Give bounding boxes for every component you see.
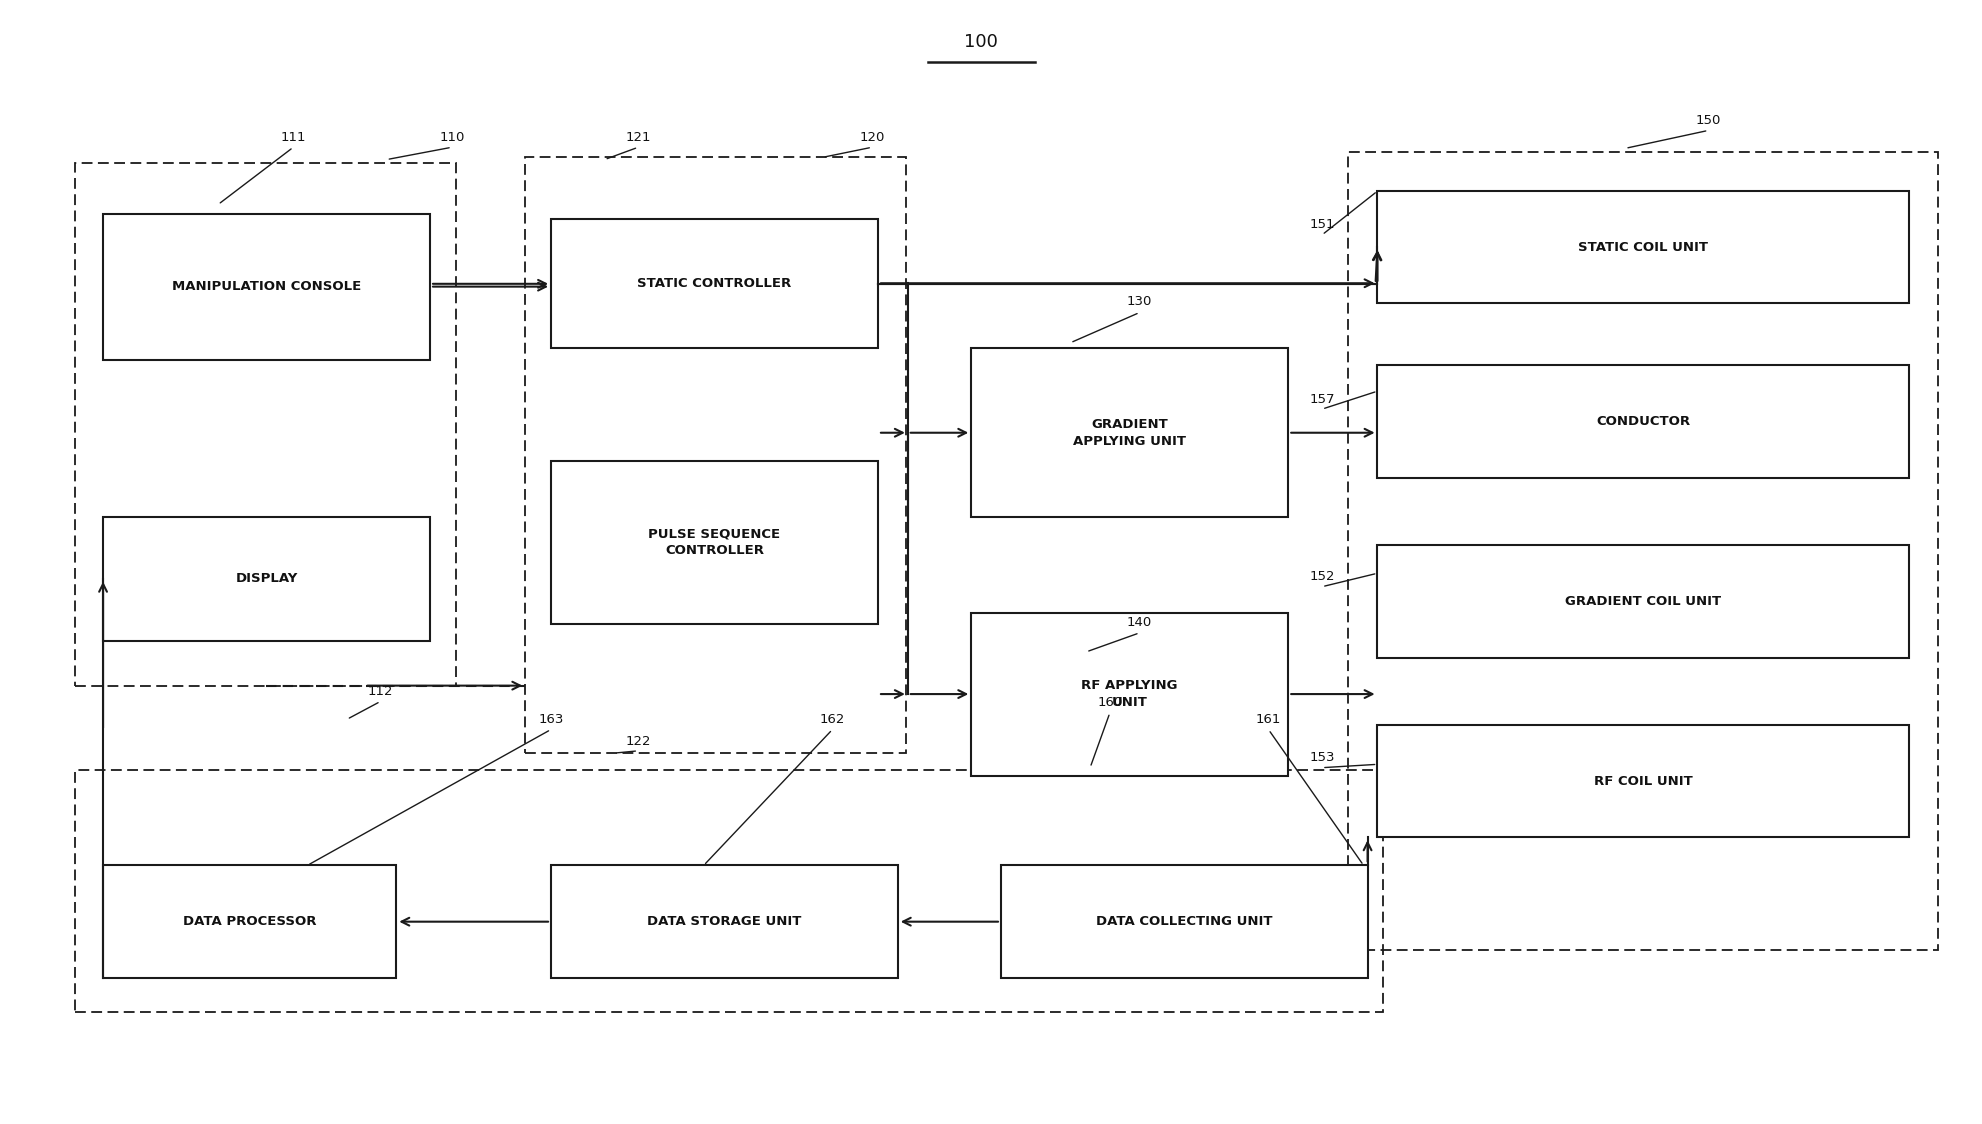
- Bar: [103, 517, 430, 641]
- Text: 111: 111: [281, 130, 305, 144]
- Bar: [1001, 865, 1368, 978]
- Bar: [551, 865, 898, 978]
- Text: RF COIL UNIT: RF COIL UNIT: [1594, 774, 1693, 788]
- Bar: [1348, 152, 1938, 950]
- Text: DATA COLLECTING UNIT: DATA COLLECTING UNIT: [1096, 915, 1272, 928]
- Text: 153: 153: [1310, 751, 1334, 764]
- Text: 130: 130: [1128, 294, 1152, 308]
- Bar: [1377, 545, 1909, 658]
- Bar: [971, 613, 1288, 776]
- Text: CONDUCTOR: CONDUCTOR: [1596, 415, 1691, 428]
- Text: GRADIENT
APPLYING UNIT: GRADIENT APPLYING UNIT: [1072, 418, 1187, 447]
- Text: RF APPLYING
UNIT: RF APPLYING UNIT: [1082, 679, 1177, 709]
- Text: 100: 100: [963, 33, 999, 51]
- Bar: [1377, 725, 1909, 837]
- Text: 160: 160: [1098, 696, 1122, 709]
- Text: MANIPULATION CONSOLE: MANIPULATION CONSOLE: [172, 280, 361, 293]
- Bar: [103, 214, 430, 360]
- Text: 150: 150: [1697, 114, 1720, 127]
- Bar: [103, 865, 396, 978]
- Text: 161: 161: [1257, 713, 1280, 726]
- Text: DISPLAY: DISPLAY: [236, 572, 297, 586]
- Text: 152: 152: [1310, 570, 1334, 583]
- Text: 122: 122: [626, 735, 650, 749]
- Text: DATA PROCESSOR: DATA PROCESSOR: [182, 915, 317, 928]
- Text: 120: 120: [860, 130, 884, 144]
- Text: GRADIENT COIL UNIT: GRADIENT COIL UNIT: [1566, 595, 1720, 608]
- Bar: [75, 163, 456, 686]
- Bar: [1377, 365, 1909, 478]
- Text: 121: 121: [626, 130, 650, 144]
- Text: 163: 163: [539, 713, 563, 726]
- Bar: [1377, 191, 1909, 303]
- Bar: [525, 157, 906, 753]
- Text: 151: 151: [1310, 218, 1334, 232]
- Bar: [551, 219, 878, 348]
- Text: 162: 162: [821, 713, 844, 726]
- Text: 140: 140: [1128, 616, 1152, 629]
- Text: PULSE SEQUENCE
CONTROLLER: PULSE SEQUENCE CONTROLLER: [648, 527, 781, 558]
- Bar: [971, 348, 1288, 517]
- Bar: [75, 770, 1383, 1012]
- Bar: [551, 461, 878, 624]
- Text: STATIC CONTROLLER: STATIC CONTROLLER: [638, 278, 791, 290]
- Text: 112: 112: [369, 685, 392, 698]
- Text: 157: 157: [1310, 392, 1334, 406]
- Text: STATIC COIL UNIT: STATIC COIL UNIT: [1578, 241, 1708, 254]
- Text: 110: 110: [440, 130, 464, 144]
- Text: DATA STORAGE UNIT: DATA STORAGE UNIT: [648, 915, 801, 928]
